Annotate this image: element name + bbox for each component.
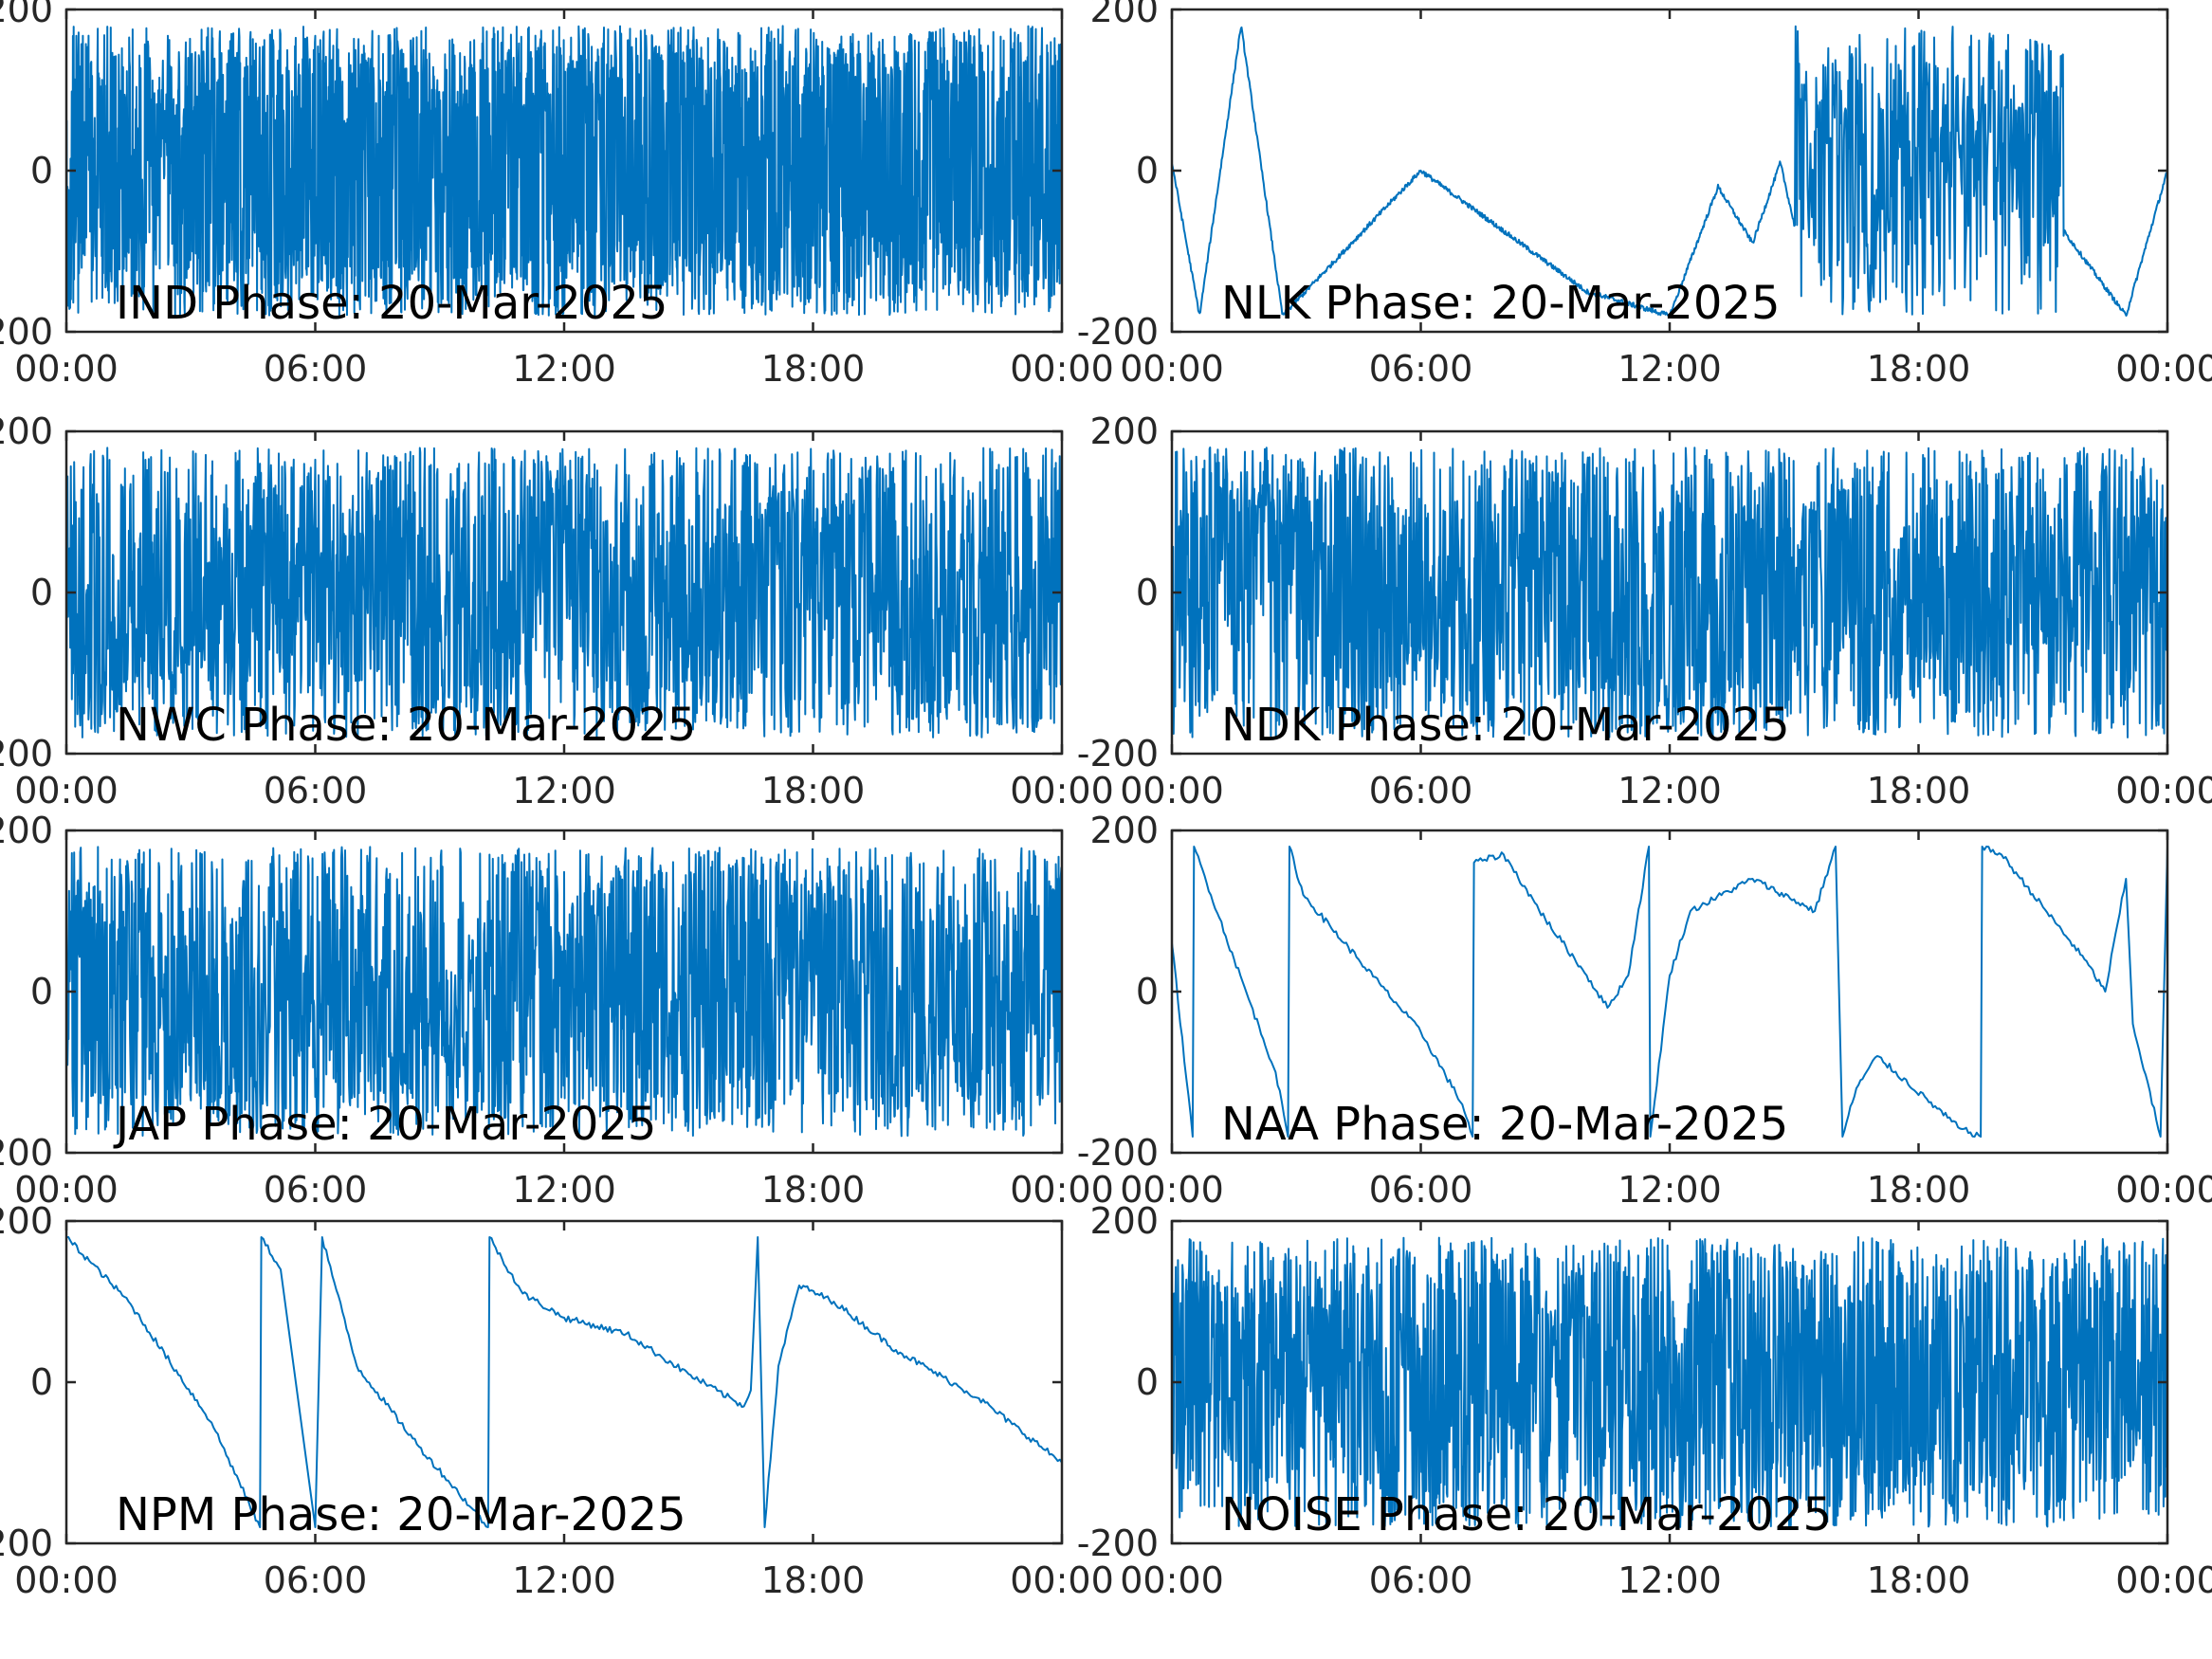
chart-panel: -200 0 200 00:00 06:00 12:00 18:00 00:00 NOISE P… [1077,1200,2212,1601]
x-tick-label: 18:00 [1867,770,1971,811]
chart-panel: -200 0 200 00:00 06:00 12:00 18:00 00:00 IND Pha… [0,0,1114,390]
x-tick-label: 00:00 [1120,770,1224,811]
x-tick-label: 00:00 [14,1559,119,1601]
x-tick-label: 00:00 [2115,770,2212,811]
chart-title: NLK Phase: 20-Mar-2025 [1221,277,1781,330]
x-tick-label: 12:00 [1618,1559,1722,1601]
chart-title: NWC Phase: 20-Mar-2025 [116,699,696,752]
x-tick-label: 00:00 [1010,770,1114,811]
chart-panel: -200 0 200 00:00 06:00 12:00 18:00 00:00 NLK Pha… [1077,0,2212,390]
x-tick-label: 06:00 [1369,348,1473,390]
x-tick-label: 12:00 [1618,770,1722,811]
x-tick-label: 06:00 [1369,1559,1473,1601]
y-tick-label: 0 [30,971,53,1012]
x-tick-label: 12:00 [512,348,616,390]
x-tick-label: 06:00 [1369,770,1473,811]
chart-title: NDK Phase: 20-Mar-2025 [1221,699,1790,752]
x-tick-label: 18:00 [761,1559,866,1601]
y-tick-label: -200 [1077,1522,1159,1564]
y-tick-label: 200 [0,810,53,851]
x-tick-label: 00:00 [1010,1559,1114,1601]
y-tick-label: 0 [1136,1361,1159,1403]
x-tick-label: 18:00 [761,770,866,811]
y-tick-label: -200 [0,1132,53,1174]
chart-title: NPM Phase: 20-Mar-2025 [116,1488,686,1541]
x-tick-label: 06:00 [264,348,368,390]
x-tick-label: 00:00 [1010,1169,1114,1211]
x-tick-label: 00:00 [2115,1559,2212,1601]
x-tick-label: 12:00 [512,1559,616,1601]
x-tick-label: 18:00 [761,1169,866,1211]
y-tick-label: -200 [0,311,53,353]
y-tick-label: 0 [1136,572,1159,613]
chart-title: JAP Phase: 20-Mar-2025 [113,1098,656,1151]
series-line [66,1236,1062,1528]
series-line [1172,1236,2167,1528]
x-tick-label: 00:00 [14,770,119,811]
x-tick-label: 00:00 [1120,1169,1224,1211]
chart-panel: -200 0 200 00:00 06:00 12:00 18:00 00:00 NAA Pha… [1077,810,2212,1211]
chart-panel: -200 0 200 00:00 06:00 12:00 18:00 00:00 JAP Pha… [0,810,1114,1211]
x-tick-label: 06:00 [264,1169,368,1211]
chart-title: NOISE Phase: 20-Mar-2025 [1221,1488,1832,1541]
y-tick-label: 0 [1136,150,1159,191]
chart-panel: -200 0 200 00:00 06:00 12:00 18:00 00:00 NPM Pha… [0,1200,1114,1601]
x-tick-label: 06:00 [264,770,368,811]
x-tick-label: 12:00 [1618,348,1722,390]
x-tick-label: 00:00 [14,1169,119,1211]
x-tick-label: 00:00 [2115,348,2212,390]
x-tick-label: 18:00 [1867,348,1971,390]
y-tick-label: 200 [1089,0,1159,30]
y-tick-label: -200 [1077,311,1159,353]
x-tick-label: 00:00 [14,348,119,390]
series-line [66,846,1062,1138]
x-tick-label: 00:00 [2115,1169,2212,1211]
y-tick-label: 0 [30,150,53,191]
y-tick-label: 200 [0,410,53,452]
y-tick-label: 200 [1089,810,1159,851]
chart-panel: -200 0 200 00:00 06:00 12:00 18:00 00:00 NWC Pha… [0,410,1114,811]
y-tick-label: -200 [1077,1132,1159,1174]
y-tick-label: -200 [0,1522,53,1564]
series-line [1172,846,2167,1138]
x-tick-label: 00:00 [1120,348,1224,390]
y-tick-label: -200 [0,733,53,775]
x-tick-label: 06:00 [1369,1169,1473,1211]
x-tick-label: 18:00 [1867,1169,1971,1211]
x-tick-label: 06:00 [264,1559,368,1601]
series-line [66,447,1062,738]
y-tick-label: 0 [1136,971,1159,1012]
y-tick-label: 200 [0,1200,53,1242]
y-tick-label: 0 [30,572,53,613]
x-tick-label: 00:00 [1120,1559,1224,1601]
y-tick-label: -200 [1077,733,1159,775]
y-tick-label: 200 [1089,410,1159,452]
x-tick-label: 00:00 [1010,348,1114,390]
x-tick-label: 12:00 [1618,1169,1722,1211]
series-line [66,25,1062,317]
chart-title: IND Phase: 20-Mar-2025 [116,277,667,330]
y-tick-label: 200 [1089,1200,1159,1242]
y-tick-label: 0 [30,1361,53,1403]
x-tick-label: 18:00 [1867,1559,1971,1601]
x-tick-label: 12:00 [512,770,616,811]
y-tick-label: 200 [0,0,53,30]
series-line [1172,447,2167,738]
chart-panel: -200 0 200 00:00 06:00 12:00 18:00 00:00 NDK Pha… [1077,410,2212,811]
chart-title: NAA Phase: 20-Mar-2025 [1221,1098,1788,1151]
x-tick-label: 12:00 [512,1169,616,1211]
series-line [1172,25,2167,317]
x-tick-label: 18:00 [761,348,866,390]
